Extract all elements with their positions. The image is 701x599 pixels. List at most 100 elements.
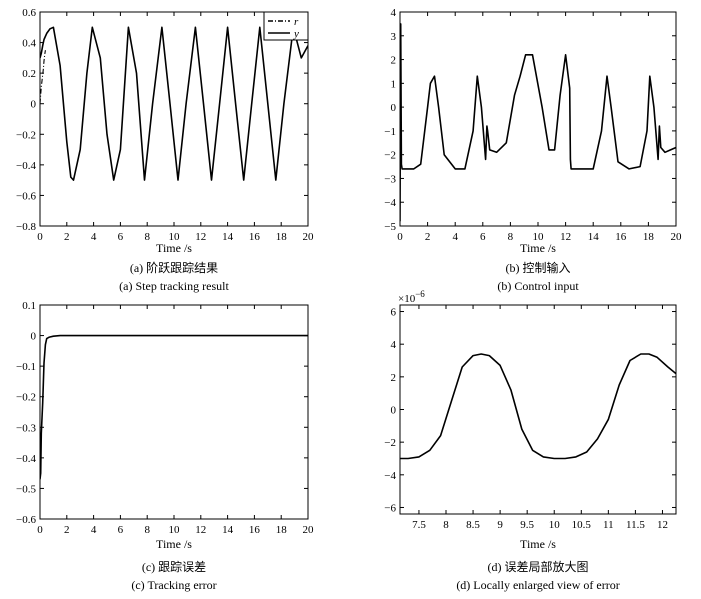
x-tick-label: 4 xyxy=(91,524,97,536)
y-tick-label: 2 xyxy=(391,55,397,67)
series-line-a-r xyxy=(40,50,46,104)
x-tick-label: 14 xyxy=(222,231,234,243)
caption-cn: (a) 阶跃跟踪结果 xyxy=(130,261,218,275)
x-tick-label: 12 xyxy=(560,231,571,243)
x-tick-label: 7.5 xyxy=(412,519,426,531)
x-tick-label: 20 xyxy=(303,524,315,536)
x-tick-label: 8 xyxy=(144,524,150,536)
legend-box xyxy=(263,11,309,41)
x-tick-label: 2 xyxy=(425,231,431,243)
x-tick-label: 18 xyxy=(276,231,288,243)
x-tick-label: 18 xyxy=(643,231,655,243)
y-tick-label: −3 xyxy=(384,173,396,185)
x-tick-label: 14 xyxy=(222,524,234,536)
y-tick-label: 4 xyxy=(391,7,397,19)
caption-cn: (b) 控制输入 xyxy=(506,260,571,275)
x-tick-label: 10.5 xyxy=(572,519,592,531)
x-tick-label: 6 xyxy=(118,231,124,243)
y-tick-label: −4 xyxy=(384,470,396,482)
x-tick-label: 10 xyxy=(533,231,545,243)
caption-en: (a) Step tracking result xyxy=(119,279,229,293)
y-tick-label: 0.2 xyxy=(22,68,36,80)
chart-panel-d: 7.5 8 8.5 9 9.5 10 10.5 11 11.5 12−6−4−20246×10−6… xyxy=(384,289,677,592)
y-tick-label: −0.8 xyxy=(16,221,36,233)
x-tick-label: 6 xyxy=(480,231,486,243)
caption-en: (b) Control input xyxy=(497,279,579,293)
y-tick-label: 0.6 xyxy=(22,7,36,19)
plot-frame-b xyxy=(399,11,677,227)
y-tick-label: −0.6 xyxy=(16,190,36,202)
y-tick-label: −0.1 xyxy=(16,361,36,373)
y-tick-label: −0.2 xyxy=(16,392,36,404)
x-tick-label: 16 xyxy=(249,231,261,243)
plot-frame-d xyxy=(399,304,677,515)
y-tick-label: 3 xyxy=(391,31,397,43)
y-axis-multiplier: ×10−6 xyxy=(398,289,425,305)
x-tick-label: 12 xyxy=(195,231,206,243)
x-axis-label: Time /s xyxy=(520,537,556,551)
x-tick-label: 6 xyxy=(118,524,124,536)
y-tick-label: −6 xyxy=(384,502,396,514)
series-line-a-y xyxy=(40,26,308,181)
x-tick-label: 0 xyxy=(37,231,43,243)
x-tick-label: 8 xyxy=(508,231,514,243)
y-tick-label: 6 xyxy=(391,307,397,319)
x-tick-label: 2 xyxy=(64,231,70,243)
plot-frame-a xyxy=(39,11,309,227)
x-tick-label: 2 xyxy=(64,524,70,536)
x-tick-label: 11 xyxy=(603,519,614,531)
y-tick-label: −1 xyxy=(384,126,396,138)
y-tick-label: −0.2 xyxy=(16,129,36,141)
x-tick-label: 12 xyxy=(657,519,668,531)
y-multiplier-base: ×10 xyxy=(398,293,416,305)
series-line-d-0 xyxy=(400,353,676,460)
legend: ry xyxy=(263,11,309,41)
y-tick-label: −0.3 xyxy=(16,422,36,434)
y-tick-label: −4 xyxy=(384,197,396,209)
x-tick-label: 10 xyxy=(169,231,181,243)
y-tick-label: 4 xyxy=(391,339,397,351)
caption-en: (d) Locally enlarged view of error xyxy=(456,578,619,592)
y-tick-label: 0.4 xyxy=(22,38,36,50)
caption-en: (c) Tracking error xyxy=(131,578,216,592)
y-tick-label: −2 xyxy=(384,150,396,162)
y-tick-label: −5 xyxy=(384,221,396,233)
x-tick-label: 11.5 xyxy=(626,519,645,531)
x-axis-label: Time /s xyxy=(156,241,192,255)
x-tick-label: 16 xyxy=(615,231,627,243)
x-tick-label: 10 xyxy=(549,519,561,531)
x-tick-label: 9.5 xyxy=(520,519,534,531)
x-tick-label: 4 xyxy=(452,231,458,243)
y-tick-label: 2 xyxy=(391,372,397,384)
x-tick-label: 0 xyxy=(397,231,403,243)
y-tick-label: −0.4 xyxy=(16,453,36,465)
x-tick-label: 0 xyxy=(37,524,43,536)
x-tick-label: 8 xyxy=(144,231,150,243)
x-tick-label: 18 xyxy=(276,524,288,536)
chart-panel-a: 0 2 4 6 8 10 12 14 16 18 20 −0.8 −0.6 −0.4 −0.2 0 0.2 0.4… xyxy=(16,7,314,293)
x-tick-label: 10 xyxy=(169,524,181,536)
y-tick-label: −2 xyxy=(384,437,396,449)
x-tick-label: 20 xyxy=(671,231,683,243)
x-tick-label: 8.5 xyxy=(466,519,480,531)
chart-panel-c: 0 2 4 6 8 10 12 14 16 18 20 −0.6 −0.5 −0.4 −0.3 −0.2 −0.… xyxy=(16,300,314,592)
legend-label-y: y xyxy=(293,28,299,40)
x-tick-label: 20 xyxy=(303,231,315,243)
series-line-b-0 xyxy=(400,23,676,222)
y-multiplier-exponent: −6 xyxy=(415,289,425,299)
caption-cn: (d) 误差局部放大图 xyxy=(488,559,589,574)
caption-cn: (c) 跟踪误差 xyxy=(142,560,206,574)
x-tick-label: 14 xyxy=(588,231,600,243)
x-axis-label: Time /s xyxy=(156,537,192,551)
y-tick-label: −0.6 xyxy=(16,514,36,526)
x-tick-label: 12 xyxy=(195,524,206,536)
y-tick-label: 0 xyxy=(31,99,37,111)
x-tick-label: 9 xyxy=(497,519,503,531)
x-tick-label: 16 xyxy=(249,524,261,536)
y-tick-label: −0.4 xyxy=(16,160,36,172)
y-tick-label: 0 xyxy=(31,331,37,343)
y-tick-label: 0 xyxy=(391,102,397,114)
legend-label-r: r xyxy=(294,16,299,28)
